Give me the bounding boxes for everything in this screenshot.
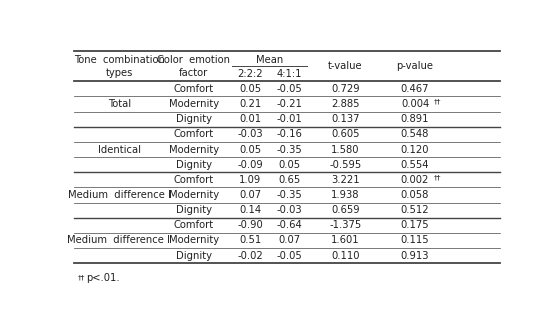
- Text: p<.01.: p<.01.: [86, 273, 120, 283]
- Text: 0.891: 0.891: [401, 114, 430, 124]
- Text: 0.07: 0.07: [278, 235, 300, 246]
- Text: 0.659: 0.659: [332, 205, 360, 215]
- Text: 0.512: 0.512: [401, 205, 430, 215]
- Text: -0.03: -0.03: [237, 129, 263, 139]
- Text: -0.21: -0.21: [276, 99, 302, 109]
- Text: 0.137: 0.137: [332, 114, 360, 124]
- Text: 2.885: 2.885: [332, 99, 360, 109]
- Text: Dignity: Dignity: [176, 160, 212, 170]
- Text: 0.554: 0.554: [401, 160, 430, 170]
- Text: 0.913: 0.913: [401, 251, 430, 260]
- Text: 0.65: 0.65: [278, 175, 300, 185]
- Text: p-value: p-value: [396, 61, 433, 71]
- Text: 1.580: 1.580: [332, 145, 360, 155]
- Text: -0.35: -0.35: [276, 190, 302, 200]
- Text: -0.90: -0.90: [237, 220, 263, 230]
- Text: 0.002: 0.002: [401, 175, 429, 185]
- Text: -0.02: -0.02: [237, 251, 263, 260]
- Text: t-value: t-value: [328, 61, 363, 71]
- Text: 0.110: 0.110: [332, 251, 360, 260]
- Text: 1.938: 1.938: [332, 190, 360, 200]
- Text: -0.05: -0.05: [276, 251, 302, 260]
- Text: -0.595: -0.595: [329, 160, 362, 170]
- Text: -0.09: -0.09: [237, 160, 263, 170]
- Text: 0.14: 0.14: [239, 205, 261, 215]
- Text: -0.05: -0.05: [276, 84, 302, 94]
- Text: Modernity: Modernity: [169, 190, 219, 200]
- Text: Medium  difference I: Medium difference I: [68, 190, 171, 200]
- Text: 0.21: 0.21: [239, 99, 261, 109]
- Text: -0.64: -0.64: [276, 220, 302, 230]
- Text: 0.115: 0.115: [401, 235, 430, 246]
- Text: -0.16: -0.16: [276, 129, 302, 139]
- Text: 0.729: 0.729: [332, 84, 360, 94]
- Text: 2:2:2: 2:2:2: [237, 69, 263, 79]
- Text: Identical: Identical: [99, 145, 142, 155]
- Text: Comfort: Comfort: [174, 84, 214, 94]
- Text: Dignity: Dignity: [176, 251, 212, 260]
- Text: Comfort: Comfort: [174, 175, 214, 185]
- Text: Modernity: Modernity: [169, 99, 219, 109]
- Text: ††: ††: [78, 274, 85, 280]
- Text: 0.01: 0.01: [239, 114, 261, 124]
- Text: 0.07: 0.07: [239, 190, 261, 200]
- Text: -0.01: -0.01: [276, 114, 302, 124]
- Text: Medium  difference Ⅱ: Medium difference Ⅱ: [67, 235, 172, 246]
- Text: ††: ††: [434, 174, 441, 180]
- Text: -0.03: -0.03: [276, 205, 302, 215]
- Text: 0.605: 0.605: [332, 129, 360, 139]
- Text: 0.548: 0.548: [401, 129, 429, 139]
- Text: 0.05: 0.05: [239, 84, 261, 94]
- Text: Dignity: Dignity: [176, 114, 212, 124]
- Text: 0.058: 0.058: [401, 190, 429, 200]
- Text: 0.120: 0.120: [401, 145, 430, 155]
- Text: 0.175: 0.175: [401, 220, 430, 230]
- Text: factor: factor: [179, 68, 208, 78]
- Text: 0.05: 0.05: [239, 145, 261, 155]
- Text: ††: ††: [434, 98, 441, 105]
- Text: Tone  combination: Tone combination: [74, 55, 165, 65]
- Text: 0.467: 0.467: [401, 84, 430, 94]
- Text: Modernity: Modernity: [169, 145, 219, 155]
- Text: 0.51: 0.51: [239, 235, 261, 246]
- Text: -0.35: -0.35: [276, 145, 302, 155]
- Text: 3.221: 3.221: [332, 175, 360, 185]
- Text: Dignity: Dignity: [176, 205, 212, 215]
- Text: 1.601: 1.601: [332, 235, 360, 246]
- Text: Color  emotion: Color emotion: [157, 55, 230, 65]
- Text: -1.375: -1.375: [329, 220, 362, 230]
- Text: types: types: [106, 68, 134, 78]
- Text: 0.05: 0.05: [278, 160, 300, 170]
- Text: Comfort: Comfort: [174, 129, 214, 139]
- Text: Comfort: Comfort: [174, 220, 214, 230]
- Text: 0.004: 0.004: [401, 99, 429, 109]
- Text: Modernity: Modernity: [169, 235, 219, 246]
- Text: Total: Total: [108, 99, 132, 109]
- Text: 1.09: 1.09: [239, 175, 261, 185]
- Text: 4:1:1: 4:1:1: [277, 69, 302, 79]
- Text: Mean: Mean: [256, 55, 283, 65]
